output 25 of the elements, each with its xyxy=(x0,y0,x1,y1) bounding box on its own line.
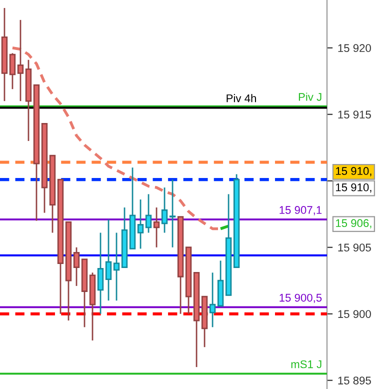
ref-line-label: mS1 J xyxy=(291,360,322,368)
text: 15 910, xyxy=(336,167,372,176)
candlestick xyxy=(137,198,144,250)
y-tick-label: 15 915 xyxy=(338,110,371,119)
ref-line-label: Piv J xyxy=(298,92,322,101)
y-tick-label: 15 900 xyxy=(338,310,371,318)
y-tick-label: 15 905 xyxy=(338,244,371,252)
text: 15 910, xyxy=(336,183,372,193)
candlestick xyxy=(153,206,160,248)
candlestick xyxy=(73,246,80,287)
ref-line-label: 15 907,1 xyxy=(280,206,322,216)
candlestick xyxy=(17,19,24,102)
candlestick xyxy=(97,232,104,315)
ref-line-label: Piv 4h xyxy=(226,94,256,102)
candlestick xyxy=(161,186,168,234)
candlestick xyxy=(169,178,176,248)
ref-line-label: 15 900,5 xyxy=(280,294,322,303)
candlestick xyxy=(9,52,16,90)
text: 15 906, xyxy=(336,219,372,228)
y-tick-label: 15 920 xyxy=(338,44,371,52)
candlestick xyxy=(145,193,152,234)
candlestick xyxy=(113,232,120,302)
y-tick-label: 15 895 xyxy=(338,376,371,384)
candlestick xyxy=(209,272,216,328)
candlestick xyxy=(105,218,112,302)
